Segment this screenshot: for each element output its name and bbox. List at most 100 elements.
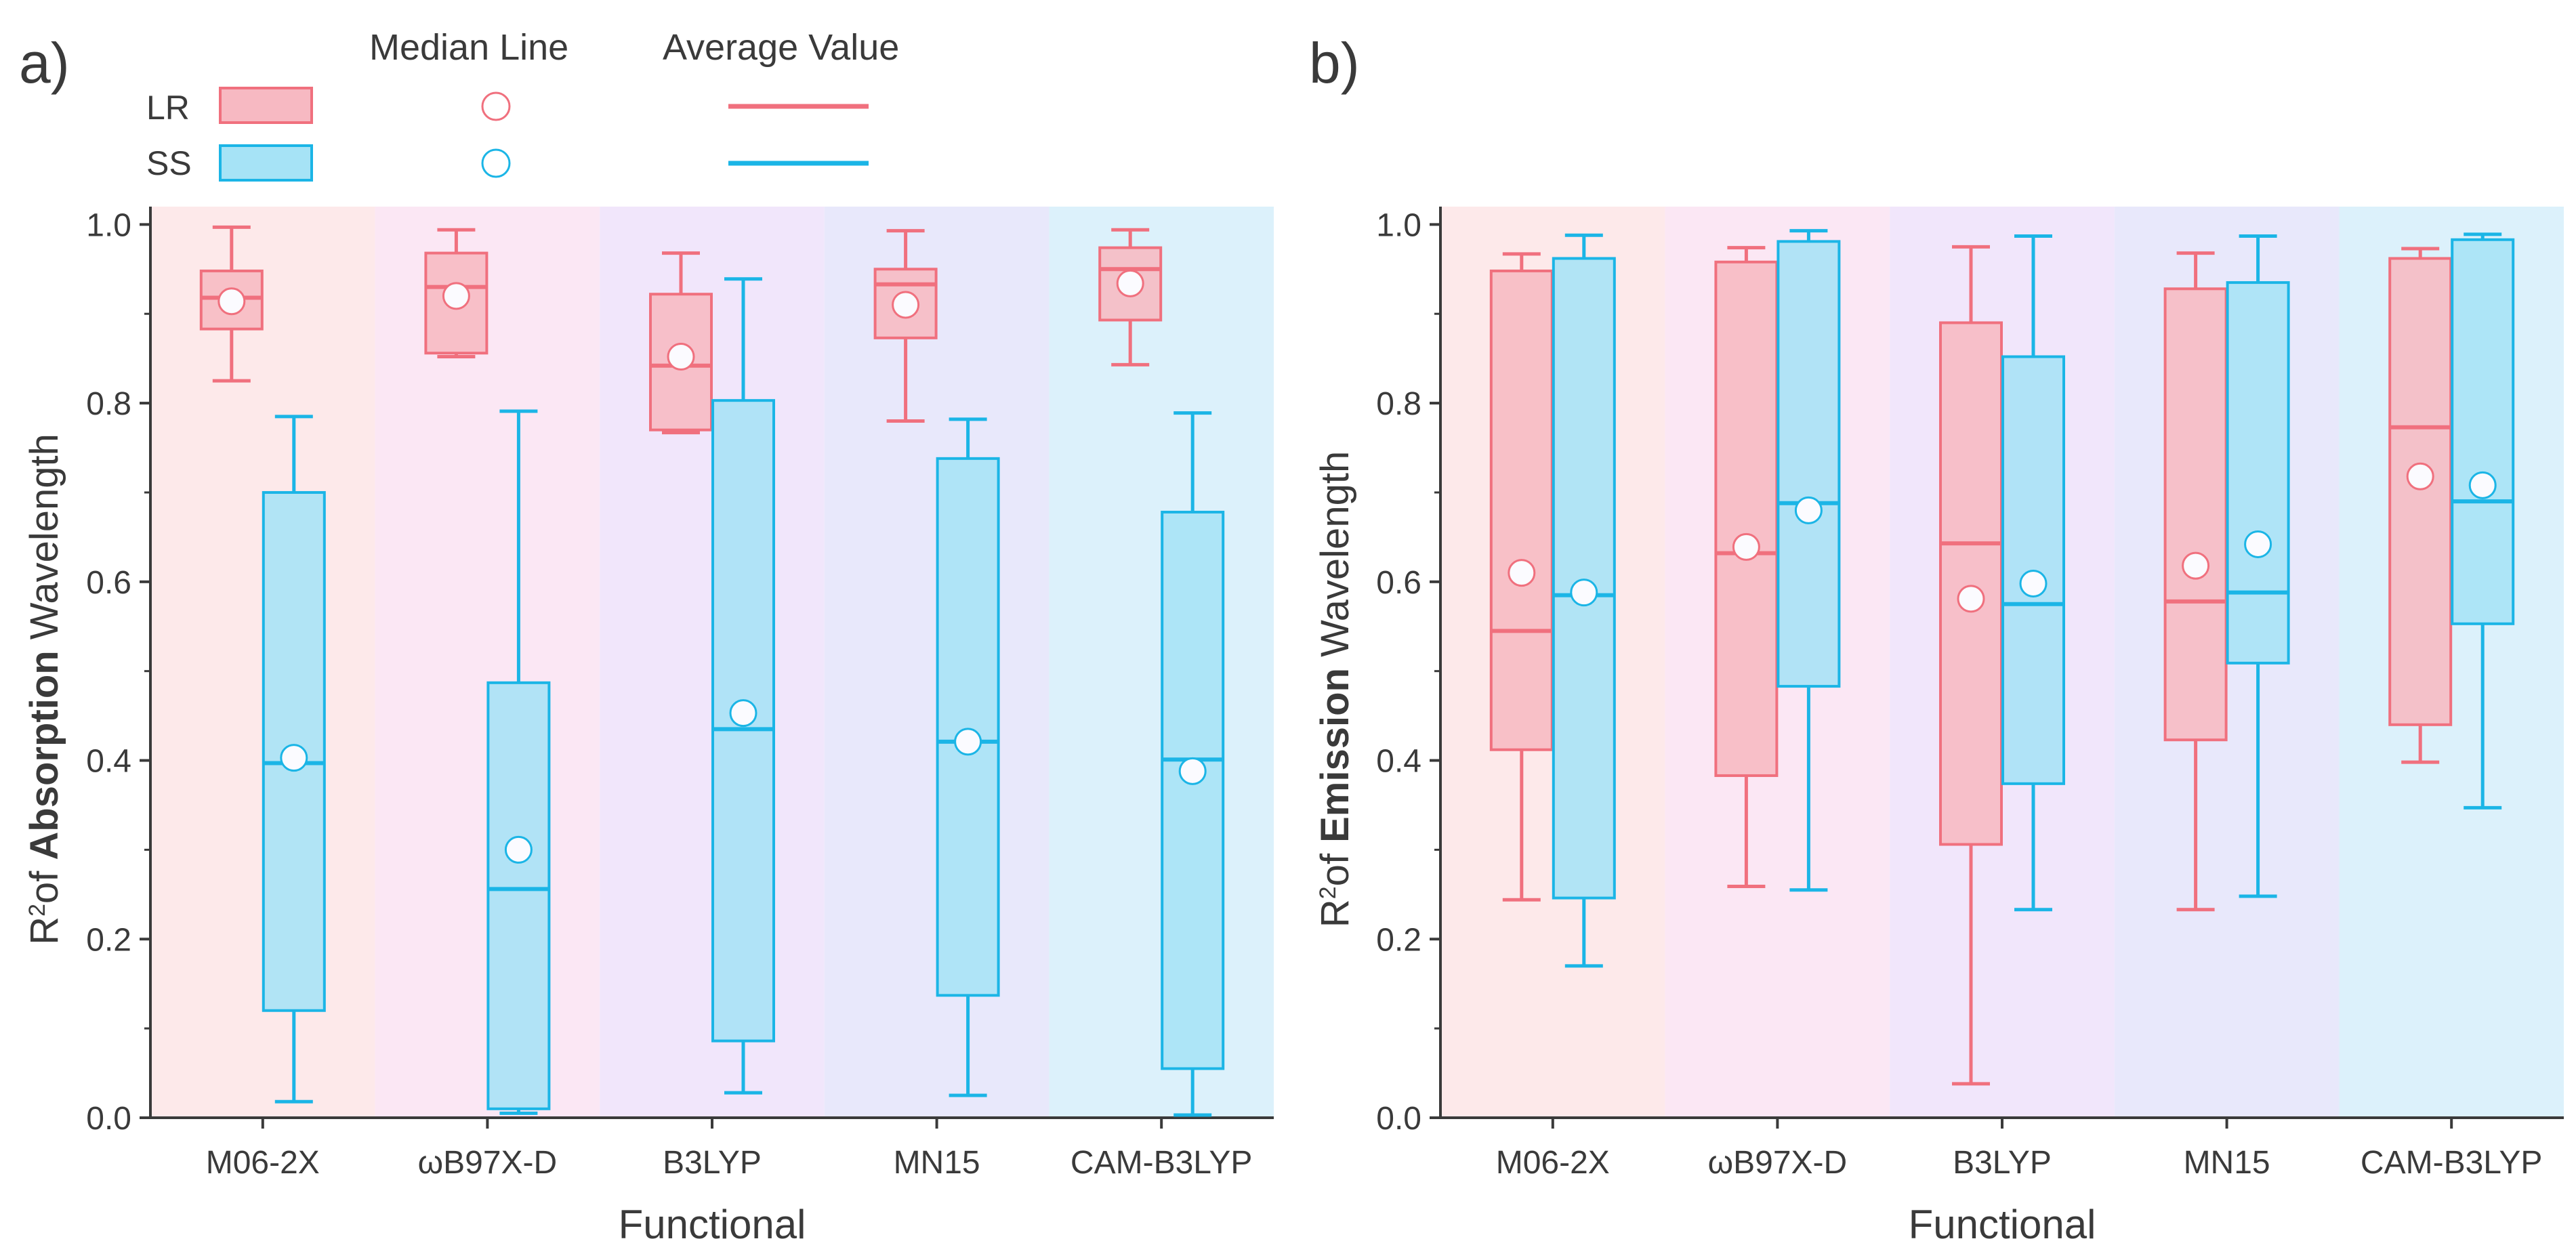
mean-marker: [1178, 757, 1207, 785]
legend-box-ss: [219, 144, 313, 182]
panel-a-chart: 0.0 0.2 0.4 0.6 0.8 1.0 M06-2X ωB97X-D B3LYP MN15…: [22, 207, 1274, 1247]
panel-a-y-tick-label: 1.0: [86, 207, 131, 243]
panel-b-labels: 0.0 0.2 0.4 0.6 0.8 1.0 M06-2X ωB97X-D B3LYP MN15…: [1313, 207, 2542, 1247]
mean-marker: [2406, 462, 2434, 490]
panel-b-y-tick-label: 0.2: [1376, 922, 1421, 958]
panel-a-y-tick-label: 0.4: [86, 744, 131, 780]
panel-a-y-title-r: R: [22, 917, 66, 945]
legend-mean-marker-ss: [481, 148, 511, 178]
panel-b-y-tick-label: 0.4: [1376, 744, 1421, 780]
panel-a-x-axis-title: Functional: [619, 1202, 806, 1247]
panel-a-label: a): [19, 31, 70, 95]
panel-a-y-title-rest: Wavelength: [22, 434, 66, 650]
panel-b-box-lr-4: [2388, 247, 2453, 764]
legend-box-lr: [219, 87, 313, 124]
panel-a-y-title-of: of: [22, 860, 66, 904]
panel-b-box-marks: [1489, 229, 2515, 1086]
mean-marker: [667, 343, 695, 371]
mean-marker: [1116, 269, 1144, 297]
mean-marker: [217, 287, 246, 316]
box-iqr: [1714, 260, 1779, 777]
mean-marker: [1732, 532, 1760, 561]
panel-b-box-ss-0: [1552, 233, 1616, 968]
panel-a-y-axis-title: R2of Absorption Wavelength: [22, 434, 66, 945]
panel-b-box-ss-3: [2226, 234, 2290, 898]
panel-b-x-tick-label: MN15: [2184, 1145, 2270, 1181]
mean-marker: [1508, 559, 1536, 587]
box-iqr: [1777, 240, 1841, 688]
panel-b-y-tick-label: 0.0: [1376, 1101, 1421, 1137]
panel-b-y-title-sup: 2: [1315, 886, 1341, 899]
panel-a-x-tick-label: ωB97X-D: [418, 1145, 558, 1181]
mean-marker: [504, 835, 533, 864]
panel-b-box-lr-0: [1489, 252, 1554, 902]
panel-b-box-ss-2: [2001, 234, 2065, 912]
legend-average-header: Average Value: [663, 27, 899, 68]
box-iqr: [1552, 257, 1616, 900]
box-iqr: [1161, 510, 1225, 1070]
panel-b-y-tick-label: 0.8: [1376, 386, 1421, 422]
panel-a-x-tick-label: CAM-B3LYP: [1071, 1145, 1253, 1181]
box-iqr: [2451, 238, 2515, 625]
mean-marker: [892, 291, 920, 319]
panel-b-y-title-bold: Emission: [1313, 668, 1357, 843]
mean-marker: [729, 699, 757, 728]
mean-marker: [1794, 496, 1823, 524]
box-iqr: [873, 268, 938, 339]
panel-a-box-lr-2: [649, 251, 713, 435]
panel-a-x-tick-label: MN15: [894, 1145, 980, 1181]
legend-label-lr: LR: [146, 89, 190, 127]
panel-b-y-title-of: of: [1313, 843, 1357, 887]
panel-b-y-title-rest: Wavelength: [1313, 451, 1357, 668]
mean-marker: [280, 744, 308, 772]
panel-b-box-lr-3: [2163, 251, 2228, 912]
panel-a-box-lr-4: [1098, 228, 1163, 366]
panel-b-y-tick-label: 1.0: [1376, 207, 1421, 243]
legend-median-header: Median Line: [369, 27, 568, 68]
panel-a-box-lr-3: [873, 229, 938, 423]
box-iqr: [2163, 287, 2228, 742]
panel-a-y-tick-label: 0.6: [86, 565, 131, 601]
panel-b-x-axis-title: Functional: [1909, 1202, 2096, 1247]
legend: Median Line Average Value LR SS: [146, 27, 899, 182]
panel-b-y-axis-title: R2of Emission Wavelength: [1313, 451, 1357, 927]
panel-b-x-tick-label: CAM-B3LYP: [2361, 1145, 2543, 1181]
panel-a-y-tick-label: 0.0: [86, 1101, 131, 1137]
panel-b-axes: [1430, 207, 2564, 1129]
panel-b-label: b): [1309, 31, 1360, 95]
panel-b-box-ss-4: [2451, 232, 2515, 810]
box-iqr: [1489, 269, 1554, 751]
panel-b-y-title-r: R: [1313, 899, 1357, 927]
panel-b-x-tick-label: M06-2X: [1496, 1145, 1610, 1181]
panel-a-box-ss-1: [486, 409, 551, 1115]
panel-b-chart: 0.0 0.2 0.4 0.6 0.8 1.0 M06-2X ωB97X-D B3LYP MN15…: [1313, 207, 2564, 1247]
panel-a-box-ss-2: [711, 277, 775, 1095]
panel-a-box-ss-0: [262, 415, 326, 1104]
legend-label-ss: SS: [146, 144, 192, 182]
panel-b-box-ss-1: [1777, 229, 1841, 892]
mean-marker: [2244, 530, 2272, 558]
box-iqr: [2388, 257, 2453, 726]
panel-a-x-tick-label: B3LYP: [663, 1145, 762, 1181]
panel-a-x-tick-label: M06-2X: [206, 1145, 320, 1181]
panel-a-box-marks: [199, 225, 1225, 1117]
panel-b-box-lr-2: [1939, 245, 2003, 1086]
panel-a-y-title-bold: Absorption: [22, 650, 66, 860]
panel-a-labels: 0.0 0.2 0.4 0.6 0.8 1.0 M06-2X ωB97X-D B3LYP MN15…: [22, 207, 1252, 1247]
mean-marker: [2468, 471, 2497, 499]
panel-a-box-ss-4: [1161, 411, 1225, 1117]
box-iqr: [936, 457, 1000, 997]
mean-marker: [1957, 585, 1985, 613]
mean-marker: [2019, 569, 2048, 597]
mean-marker: [954, 728, 982, 756]
box-iqr: [486, 681, 551, 1110]
box-iqr: [1939, 321, 2003, 846]
panel-a-axes: [140, 207, 1274, 1129]
panel-a-box-lr-1: [424, 228, 489, 359]
panel-a-box-lr-0: [199, 225, 264, 383]
panel-a-y-tick-label: 0.2: [86, 922, 131, 958]
panel-b-y-tick-label: 0.6: [1376, 565, 1421, 601]
mean-marker: [2182, 551, 2210, 580]
panel-b-x-tick-label: B3LYP: [1953, 1145, 2052, 1181]
